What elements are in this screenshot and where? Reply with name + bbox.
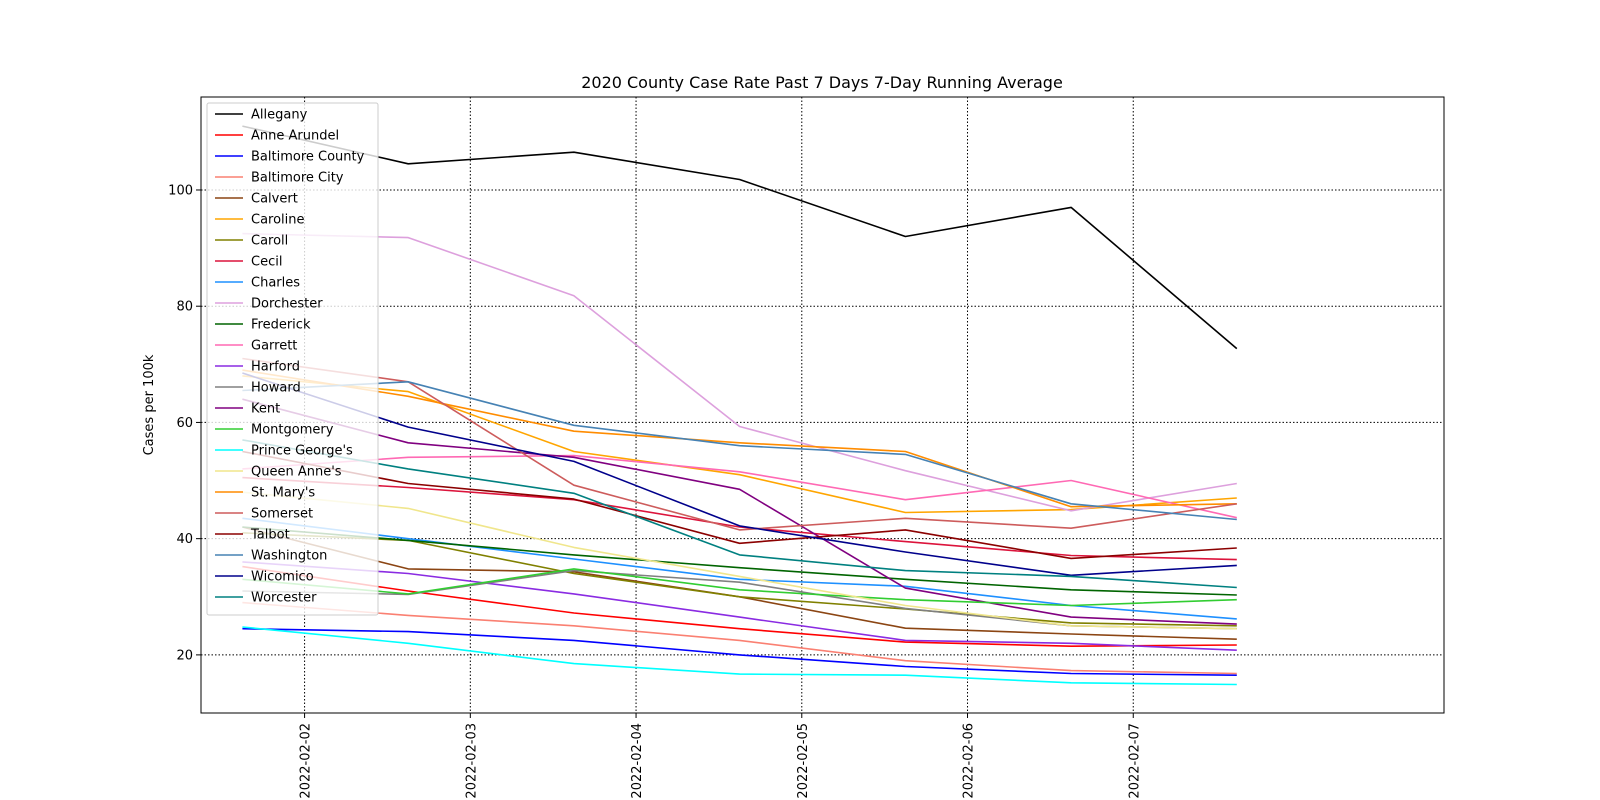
- legend-label-howard: Howard: [251, 381, 301, 396]
- series-line-montgomery: [242, 568, 1237, 607]
- series-line-anne-arundel: [242, 565, 1237, 648]
- legend-label-queen-anne-s: Queen Anne's: [251, 465, 342, 480]
- y-axis: 20 40 60 80 100: [168, 183, 201, 663]
- y-tick-label: 20: [176, 648, 193, 663]
- x-tick-label: 2022-02-04: [630, 723, 645, 799]
- legend-label-baltimore-city: Baltimore City: [251, 171, 344, 186]
- legend-label-anne-arundel: Anne Arundel: [251, 129, 339, 144]
- legend-label-prince-george-s: Prince George's: [251, 444, 353, 459]
- legend-frame: [206, 102, 379, 616]
- series-lines: [242, 125, 1238, 686]
- series-line-baltimore-city: [242, 601, 1237, 675]
- series-line-kent: [242, 398, 1237, 625]
- plot-area-frame: [200, 96, 1445, 714]
- series-line-wicomico: [242, 372, 1237, 577]
- legend-label-montgomery: Montgomery: [251, 423, 334, 438]
- series-line-talbot: [242, 450, 1237, 560]
- legend-label-talbot: Talbot: [250, 528, 290, 543]
- legend-label-somerset: Somerset: [251, 507, 313, 522]
- legend-label-caroll: Caroll: [251, 234, 288, 249]
- legend-label-caroline: Caroline: [251, 213, 305, 228]
- series-line-prince-george-s: [242, 626, 1237, 686]
- legend-label-kent: Kent: [251, 402, 280, 417]
- y-tick-label: 100: [168, 183, 193, 198]
- series-line-somerset: [242, 357, 1237, 531]
- legend-label-harford: Harford: [251, 360, 300, 375]
- series-line-cecil: [242, 476, 1237, 561]
- y-tick-label: 40: [176, 532, 193, 547]
- series-line-charles: [242, 517, 1237, 620]
- legend-label-st-mary-s: St. Mary's: [251, 486, 315, 501]
- series-line-garrett: [242, 454, 1237, 519]
- legend-label-charles: Charles: [251, 276, 300, 291]
- legend-label-wicomico: Wicomico: [251, 570, 314, 585]
- x-axis: 2022-02-02 2022-02-03 2022-02-04 2022-02-05…: [299, 713, 1142, 799]
- series-line-caroline: [242, 375, 1237, 514]
- chart-title: 2020 County Case Rate Past 7 Days 7-Day …: [581, 73, 1063, 92]
- legend-label-cecil: Cecil: [251, 255, 282, 270]
- legend-label-dorchester: Dorchester: [251, 297, 323, 312]
- series-line-queen-anne-s: [242, 491, 1237, 630]
- legend-label-allegany: Allegany: [251, 108, 308, 123]
- y-tick-label: 60: [176, 416, 193, 431]
- series-line-dorchester: [242, 232, 1237, 512]
- legend-label-garrett: Garrett: [251, 339, 297, 354]
- series-line-st-mary-s: [242, 369, 1237, 508]
- series-line-allegany: [242, 125, 1238, 350]
- series-line-baltimore-county: [242, 627, 1237, 676]
- legend-label-washington: Washington: [251, 549, 327, 564]
- x-tick-label: 2022-02-02: [299, 723, 314, 799]
- y-tick-label: 80: [176, 300, 193, 315]
- series-line-harford: [242, 561, 1237, 651]
- legend: Allegany Anne Arundel Baltimore County Balt…: [206, 102, 379, 616]
- x-tick-label: 2022-02-06: [962, 723, 977, 799]
- series-line-frederick: [242, 526, 1237, 596]
- y-axis-label: Cases per 100k: [142, 354, 157, 455]
- series-line-worcester: [242, 439, 1237, 589]
- legend-label-worcester: Worcester: [251, 591, 317, 606]
- grid: [201, 97, 1444, 713]
- x-tick-label: 2022-02-03: [464, 723, 479, 799]
- legend-label-calvert: Calvert: [251, 192, 298, 207]
- legend-label-baltimore-county: Baltimore County: [251, 150, 365, 165]
- x-tick-label: 2022-02-07: [1127, 723, 1142, 799]
- series-line-washington: [242, 380, 1237, 521]
- legend-label-frederick: Frederick: [251, 318, 311, 333]
- x-tick-label: 2022-02-05: [796, 723, 811, 799]
